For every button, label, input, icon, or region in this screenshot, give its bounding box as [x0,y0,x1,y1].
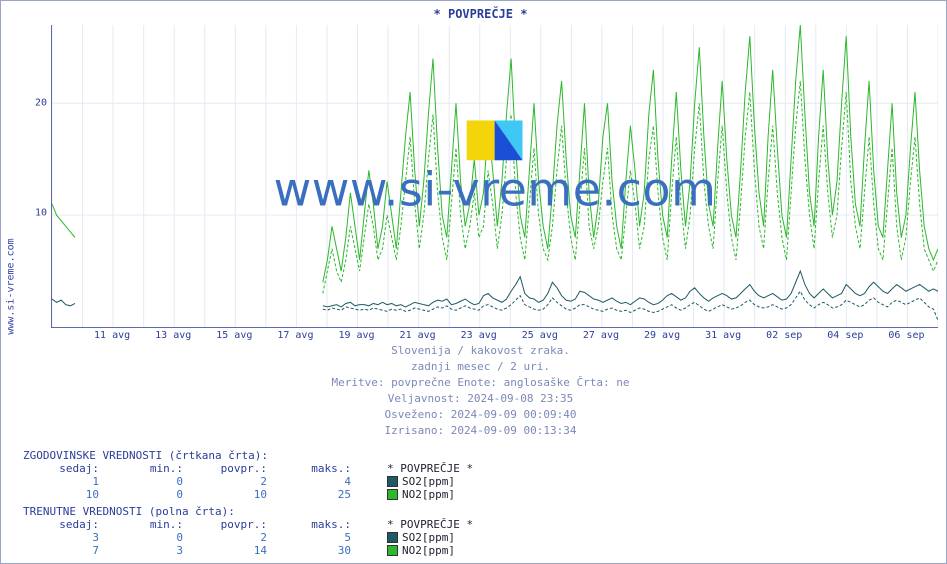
hist-heading: ZGODOVINSKE VREDNOSTI (črtkana črta): [23,449,938,462]
legend-label: NO2[ppm] [402,544,455,557]
info-line-1: Slovenija / kakovost zraka. [23,343,938,359]
main-panel: * POVPREČJE * 1020 www.si-vreme.com 11 a… [19,1,946,563]
table-row: 731430 NO2[ppm] [23,544,938,557]
table-cell: 30 [275,544,359,557]
x-tick-label: 02 sep [766,330,802,341]
table-cell: 14 [191,544,275,557]
chart-title: * POVPREČJE * [23,7,938,21]
y-axis-site-label: www.si-vreme.com [1,1,19,563]
legend-label: SO2[ppm] [402,475,455,488]
x-tick-label: 17 avg [277,330,313,341]
info-line-4: Veljavnost: 2024-09-08 23:35 [23,391,938,407]
legend-entry: SO2[ppm] [387,475,455,488]
table-cell: 2 [191,475,275,488]
table-cell: 0 [107,488,191,501]
table-cell: 3 [107,544,191,557]
info-block: Slovenija / kakovost zraka. zadnji mesec… [23,343,938,439]
value-tables: ZGODOVINSKE VREDNOSTI (črtkana črta): se… [23,449,938,557]
x-tick-label: 21 avg [400,330,436,341]
table-cell: 25 [275,488,359,501]
x-tick-label: 15 avg [216,330,252,341]
plot-wrap: 10 20 www.si-vreme.com [23,25,938,328]
table-cell: 10 [23,488,107,501]
legend-swatch [387,532,398,543]
col-min: min.: [107,518,191,531]
table-cell: 2 [191,531,275,544]
curr-header-row: sedaj: min.: povpr.: maks.: * POVPREČJE … [23,518,938,531]
legend-swatch [387,545,398,556]
col-maks: maks.: [275,518,359,531]
table-cell: 0 [107,531,191,544]
plot-area: www.si-vreme.com [51,25,938,328]
x-tick-label: 25 avg [522,330,558,341]
x-tick-label: 04 sep [827,330,863,341]
y-tick-label: 20 [35,97,47,108]
col-sedaj: sedaj: [23,462,107,475]
info-line-5: Osveženo: 2024-09-09 00:09:40 [23,407,938,423]
col-min: min.: [107,462,191,475]
legend-label: NO2[ppm] [402,488,455,501]
col-povpr: povpr.: [191,462,275,475]
site-url-label: www.si-vreme.com [6,238,17,334]
hist-header-row: sedaj: min.: povpr.: maks.: * POVPREČJE … [23,462,938,475]
x-ticks: 11 avg 13 avg 15 avg 17 avg 19 avg 21 avg 23 a… [51,330,947,339]
table-cell: 10 [191,488,275,501]
table-cell: 0 [107,475,191,488]
curr-group-label: * POVPREČJE * [387,518,473,531]
x-tick-label: 29 avg [644,330,680,341]
x-tick-label: 23 avg [461,330,497,341]
table-row: 1001025NO2[ppm] [23,488,938,501]
legend-label: SO2[ppm] [402,531,455,544]
info-line-2: zadnji mesec / 2 uri. [23,359,938,375]
table-cell: 1 [23,475,107,488]
legend-entry: SO2[ppm] [387,531,455,544]
table-cell: 5 [275,531,359,544]
table-row: 1024 SO2[ppm] [23,475,938,488]
table-cell: 3 [23,531,107,544]
table-cell: 4 [275,475,359,488]
table-row: 3025 SO2[ppm] [23,531,938,544]
x-tick-label: 11 avg [94,330,130,341]
legend-entry: NO2[ppm] [387,488,455,501]
x-tick-label: 31 avg [705,330,741,341]
y-tick-label: 10 [35,208,47,219]
legend-swatch [387,476,398,487]
legend-swatch [387,489,398,500]
col-maks: maks.: [275,462,359,475]
legend-entry: NO2[ppm] [387,544,455,557]
col-povpr: povpr.: [191,518,275,531]
x-tick-label: 19 avg [338,330,374,341]
x-tick-label: 13 avg [155,330,191,341]
x-tick-label: 27 avg [583,330,619,341]
x-tick-label: 06 sep [888,330,924,341]
col-sedaj: sedaj: [23,518,107,531]
hist-group-label: * POVPREČJE * [387,462,473,475]
curr-heading: TRENUTNE VREDNOSTI (polna črta): [23,505,938,518]
chart-card: www.si-vreme.com * POVPREČJE * 1020 www.… [0,0,947,564]
plot-svg [52,25,938,327]
info-line-3: Meritve: povprečne Enote: anglosaške Črt… [23,375,938,391]
table-cell: 7 [23,544,107,557]
y-ticks: 10 20 [23,25,51,328]
info-line-6: Izrisano: 2024-09-09 00:13:34 [23,423,938,439]
